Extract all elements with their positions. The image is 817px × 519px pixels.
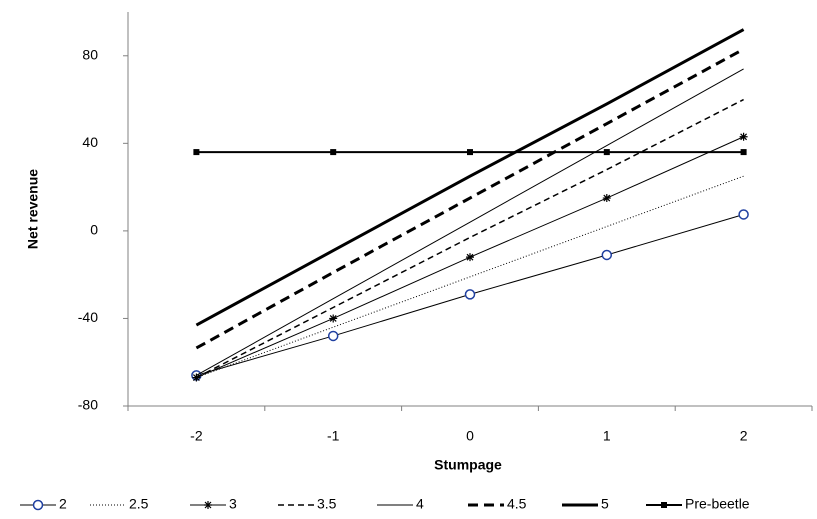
y-tick-label: 40	[82, 134, 98, 150]
point-marker	[330, 149, 337, 156]
point-marker	[602, 194, 611, 203]
x-tick-label: 1	[603, 428, 611, 444]
x-tick-label: 0	[466, 428, 474, 444]
x-tick-label: -1	[327, 428, 340, 444]
legend-label: Pre-beetle	[685, 496, 750, 512]
legend-label: 4	[416, 496, 424, 512]
series-line	[196, 68, 744, 376]
legend-marker	[32, 499, 44, 511]
point-marker	[740, 149, 747, 156]
point-marker	[738, 209, 749, 220]
legend-marker	[204, 501, 212, 509]
series-line	[195, 47, 745, 350]
legend-label: 2.5	[129, 496, 149, 512]
x-tick-label: -2	[190, 428, 203, 444]
legend-label: 5	[601, 496, 609, 512]
series-line	[196, 98, 744, 379]
legend-label: 4.5	[507, 496, 527, 512]
legend-label: 2	[59, 496, 67, 512]
point-marker	[739, 132, 748, 141]
legend-label: 3.5	[317, 496, 337, 512]
y-axis-label: Net revenue	[25, 169, 41, 249]
point-marker	[464, 289, 476, 300]
point-marker	[467, 149, 473, 156]
y-tick-label: 80	[82, 46, 98, 62]
y-tick-label: 0	[90, 222, 98, 238]
point-marker	[603, 149, 610, 156]
legend-label: 3	[229, 496, 237, 512]
y-tick-label: -80	[78, 397, 98, 413]
point-marker	[466, 253, 474, 262]
x-tick-label: 2	[740, 428, 748, 444]
point-marker	[193, 149, 200, 156]
y-tick-label: -40	[78, 309, 98, 325]
legend-marker	[661, 502, 667, 508]
point-marker	[601, 249, 613, 261]
x-axis-label: Stumpage	[434, 457, 502, 473]
series-line	[195, 28, 745, 327]
series-line	[196, 175, 744, 379]
point-marker	[329, 314, 338, 323]
point-marker	[327, 330, 339, 342]
